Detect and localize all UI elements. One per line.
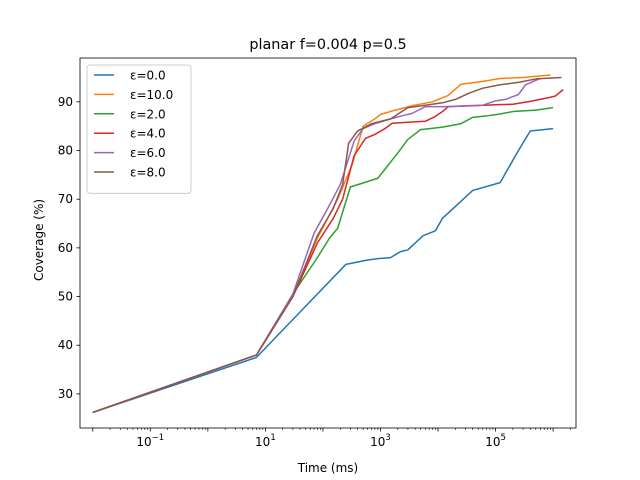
y-tick-label: 80 (58, 144, 73, 158)
legend-label: ε=2.0 (130, 107, 166, 121)
y-tick-label: 70 (58, 192, 73, 206)
x-tick-label: 105 (485, 433, 506, 449)
y-tick-label: 30 (58, 387, 73, 401)
series-line-0 (92, 127, 554, 414)
y-tick-label: 50 (58, 290, 73, 304)
legend: ε=0.0 ε=10.0 ε=2.0 ε=4.0 ε=6.0 ε=8.0 (86, 64, 192, 194)
y-axis-ticks: 30 40 50 60 70 80 90 (58, 95, 80, 401)
series-lines (92, 74, 564, 414)
series-line-1 (92, 74, 551, 414)
y-tick-label: 90 (58, 95, 73, 109)
x-tick-label: 103 (370, 433, 391, 449)
legend-box (86, 64, 192, 194)
x-tick-label: 101 (255, 433, 276, 449)
x-tick-label: 10−1 (136, 433, 164, 449)
y-tick-label: 60 (58, 241, 73, 255)
legend-label: ε=4.0 (130, 127, 166, 141)
series-line-3 (92, 89, 564, 414)
x-axis-ticks: 10−1 101 103 105 (92, 428, 571, 449)
y-axis-label: Coverage (%) (32, 199, 46, 281)
legend-label: ε=6.0 (130, 146, 166, 160)
legend-label: ε=10.0 (130, 88, 173, 102)
series-line-4 (92, 77, 541, 414)
series-line-5 (92, 76, 562, 414)
series-line-2 (92, 106, 554, 414)
plot-frame (79, 57, 577, 429)
x-axis-label: Time (ms) (297, 461, 359, 475)
legend-label: ε=0.0 (130, 69, 166, 83)
legend-label: ε=8.0 (130, 166, 166, 180)
chart-title: planar f=0.004 p=0.5 (249, 37, 406, 53)
y-tick-label: 40 (58, 338, 73, 352)
